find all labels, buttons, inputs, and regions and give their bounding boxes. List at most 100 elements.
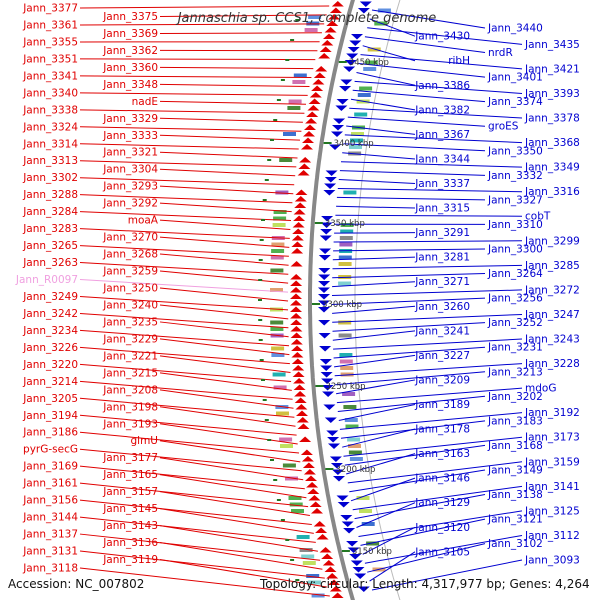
left-gene-label[interactable]: Jann_3369 [102, 28, 158, 40]
left-gene-label[interactable]: Jann_3208 [102, 384, 158, 396]
left-gene-label[interactable]: Jann_3221 [102, 350, 158, 362]
right-gene-label[interactable]: nrdR [488, 47, 513, 59]
right-gene-label[interactable]: Jann_3192 [524, 407, 580, 419]
right-gene-label[interactable]: Jann_3350 [487, 145, 543, 157]
left-gene-label[interactable]: nadE [132, 96, 158, 108]
left-gene-label[interactable]: Jann_3270 [102, 232, 158, 244]
left-gene-label[interactable]: Jann_3355 [22, 36, 78, 48]
left-gene-label[interactable]: Jann_3314 [22, 138, 78, 150]
right-gene-label[interactable]: mdoG [525, 383, 556, 395]
right-gene-label[interactable]: Jann_3401 [487, 72, 543, 84]
left-gene-label[interactable]: Jann_3263 [22, 257, 78, 269]
right-gene-label[interactable]: Jann_3386 [414, 80, 470, 92]
left-gene-label[interactable]: Jann_3226 [22, 342, 78, 354]
left-gene-label[interactable]: Jann_3235 [102, 316, 158, 328]
left-gene-label[interactable]: Jann_3165 [102, 469, 158, 481]
right-gene-label[interactable]: Jann_3241 [414, 325, 470, 337]
right-gene-label[interactable]: Jann_3393 [524, 88, 580, 100]
right-gene-label[interactable]: Jann_3112 [524, 530, 580, 542]
right-gene-label[interactable]: Jann_3332 [487, 170, 543, 182]
right-gene-label[interactable]: Jann_3247 [524, 309, 580, 321]
right-gene-label[interactable]: Jann_3344 [414, 153, 470, 165]
right-gene-label[interactable]: Jann_3213 [487, 366, 543, 378]
left-gene-label[interactable]: moaA [128, 215, 159, 227]
right-gene-label[interactable]: Jann_3368 [524, 137, 580, 149]
left-gene-label[interactable]: Jann_3118 [22, 563, 78, 575]
right-gene-label[interactable]: Jann_3209 [414, 374, 470, 386]
left-gene-label[interactable]: Jann_3292 [102, 198, 158, 210]
right-gene-label[interactable]: Jann_3367 [414, 129, 470, 141]
left-gene-label[interactable]: Jann_3313 [22, 155, 78, 167]
right-gene-label[interactable]: Jann_3173 [524, 432, 580, 444]
left-gene-label[interactable]: Jann_3340 [22, 87, 78, 99]
right-gene-label[interactable]: Jann_3102 [487, 538, 543, 550]
left-gene-label[interactable]: Jann_3329 [102, 113, 158, 125]
left-gene-label[interactable]: Jann_3145 [102, 503, 158, 515]
left-gene-label[interactable]: Jann_3143 [102, 520, 158, 532]
left-gene-label[interactable]: Jann_3259 [102, 266, 158, 278]
left-gene-label[interactable]: Jann_3194 [22, 410, 78, 422]
right-gene-label[interactable]: Jann_3149 [487, 464, 543, 476]
left-gene-label[interactable]: Jann_3242 [22, 308, 78, 320]
right-gene-label[interactable]: Jann_3256 [487, 293, 543, 305]
right-gene-label[interactable]: Jann_3183 [487, 415, 543, 427]
left-gene-label[interactable]: Jann_3249 [22, 291, 78, 303]
right-gene-label[interactable]: Jann_3435 [524, 39, 580, 51]
right-gene-label[interactable]: Jann_3093 [524, 555, 580, 567]
left-gene-label[interactable]: Jann_3240 [102, 299, 158, 311]
left-gene-label[interactable]: pyrG-secG [23, 444, 78, 456]
left-gene-label[interactable]: Jann_3284 [22, 206, 78, 218]
right-gene-label[interactable]: Jann_3327 [487, 194, 543, 206]
right-gene-label[interactable]: Jann_3252 [487, 317, 543, 329]
left-gene-label[interactable]: Jann_3186 [22, 427, 78, 439]
left-gene-label[interactable]: Jann_3234 [22, 325, 78, 337]
left-gene-label[interactable]: Jann_3375 [102, 11, 158, 23]
left-gene-label[interactable]: Jann_3377 [22, 3, 78, 15]
left-gene-label[interactable]: Jann_3268 [102, 249, 158, 261]
left-gene-label[interactable]: Jann_3302 [22, 172, 78, 184]
left-gene-label[interactable]: Jann_3304 [102, 164, 158, 176]
right-gene-label[interactable]: Jann_3159 [524, 456, 580, 468]
right-gene-label[interactable]: Jann_3125 [524, 505, 580, 517]
right-gene-label[interactable]: Jann_3178 [414, 424, 470, 436]
right-gene-label[interactable]: Jann_3430 [414, 31, 470, 43]
right-gene-label[interactable]: Jann_3285 [524, 260, 580, 272]
left-gene-label[interactable]: Jann_3198 [102, 401, 158, 413]
left-gene-label[interactable]: Jann_3131 [22, 546, 78, 558]
left-gene-label[interactable]: Jann_3161 [22, 478, 78, 490]
left-gene-label[interactable]: Jann_3177 [102, 452, 158, 464]
left-gene-label[interactable]: Jann_R0097 [15, 274, 78, 286]
left-gene-label[interactable]: Jann_3341 [22, 70, 78, 82]
right-gene-label[interactable]: Jann_3231 [487, 342, 543, 354]
right-gene-label[interactable]: Jann_3227 [414, 350, 470, 362]
right-gene-label[interactable]: Jann_3146 [414, 473, 470, 485]
right-gene-label[interactable]: Jann_3243 [524, 334, 580, 346]
left-gene-label[interactable]: glmU [131, 435, 159, 447]
right-gene-label[interactable]: Jann_3299 [524, 235, 580, 247]
right-gene-label[interactable]: Jann_3374 [487, 96, 543, 108]
left-gene-label[interactable]: Jann_3293 [102, 181, 158, 193]
right-gene-label[interactable]: ribH [448, 55, 470, 67]
left-gene-label[interactable]: Jann_3156 [22, 495, 78, 507]
left-gene-label[interactable]: Jann_3338 [22, 104, 78, 116]
right-gene-label[interactable]: Jann_3291 [414, 227, 470, 239]
right-gene-label[interactable]: Jann_3440 [487, 23, 543, 35]
right-gene-label[interactable]: Jann_3272 [524, 284, 580, 296]
right-gene-label[interactable]: groES [488, 121, 519, 133]
left-gene-label[interactable]: Jann_3288 [22, 189, 78, 201]
right-gene-label[interactable]: Jann_3281 [414, 252, 470, 264]
right-gene-label[interactable]: Jann_3141 [524, 481, 580, 493]
left-gene-label[interactable]: Jann_3157 [102, 486, 158, 498]
left-gene-label[interactable]: Jann_3215 [102, 367, 158, 379]
right-gene-label[interactable]: Jann_3271 [414, 276, 470, 288]
left-gene-label[interactable]: Jann_3214 [22, 376, 78, 388]
right-gene-label[interactable]: Jann_3121 [487, 514, 543, 526]
right-gene-label[interactable]: Jann_3315 [414, 203, 470, 215]
right-gene-label[interactable]: Jann_3202 [487, 391, 543, 403]
right-gene-label[interactable]: Jann_3129 [414, 497, 470, 509]
left-gene-label[interactable]: Jann_3265 [22, 240, 78, 252]
right-gene-label[interactable]: Jann_3316 [524, 186, 580, 198]
right-gene-label[interactable]: Jann_3300 [487, 243, 543, 255]
left-gene-label[interactable]: Jann_3348 [102, 79, 158, 91]
right-gene-label[interactable]: Jann_3168 [487, 440, 543, 452]
